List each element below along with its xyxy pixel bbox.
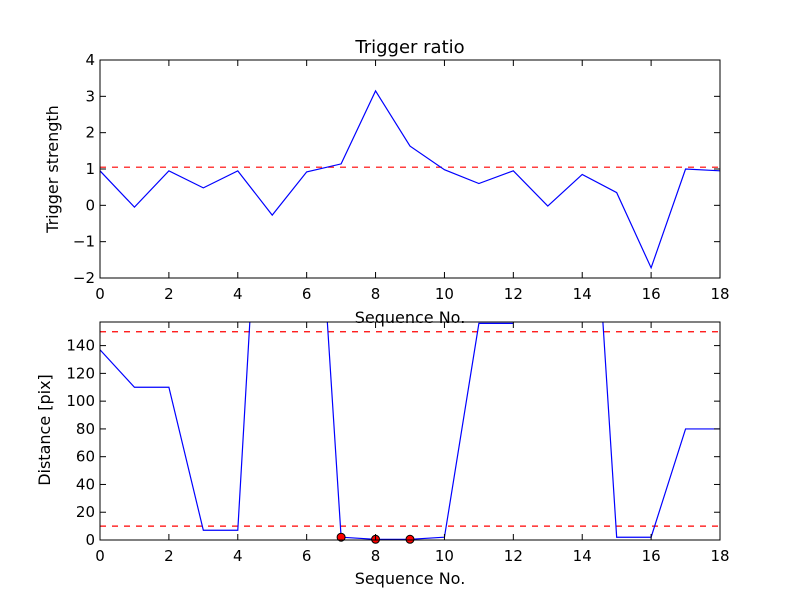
x-tick-label: 10: [435, 285, 454, 303]
x-axis-label-top: Sequence No.: [355, 308, 466, 327]
y-tick-label: 0: [85, 531, 95, 549]
y-tick-label: −2: [73, 269, 95, 287]
y-tick-label: 4: [85, 51, 95, 69]
x-tick-label: 4: [233, 547, 243, 565]
chart-title: Trigger ratio: [354, 37, 464, 58]
y-tick-label: 3: [85, 87, 95, 105]
x-tick-label: 0: [95, 547, 105, 565]
x-tick-label: 14: [573, 285, 592, 303]
x-tick-label: 2: [164, 547, 174, 565]
x-tick-label: 18: [710, 547, 729, 565]
axes-frame: [99, 321, 721, 541]
x-tick-label: 8: [371, 547, 381, 565]
y-tick-label: 60: [76, 448, 95, 466]
y-tick-label: 2: [85, 124, 95, 142]
y-tick-label: −1: [73, 233, 95, 251]
y-tick-label: 100: [66, 392, 95, 410]
series-line-segment: [100, 89, 720, 270]
x-axis-label-bottom: Sequence No.: [355, 569, 466, 588]
data-point-marker: [405, 534, 415, 544]
x-tick-label: 2: [164, 285, 174, 303]
x-tick-label: 14: [573, 547, 592, 565]
y-tick-label: 40: [76, 475, 95, 493]
x-tick-label: 6: [302, 547, 312, 565]
x-tick-label: 0: [95, 285, 105, 303]
y-tick-label: 140: [66, 337, 95, 355]
y-axis-label-bottom: Distance [pix]: [35, 374, 54, 486]
data-point-marker: [336, 532, 346, 542]
y-tick-label: 80: [76, 420, 95, 438]
x-tick-label: 8: [371, 285, 381, 303]
x-tick-label: 4: [233, 285, 243, 303]
y-axis-label-top: Trigger strength: [43, 105, 62, 234]
y-tick-label: 20: [76, 503, 95, 521]
distance-subplot: Sequence No. Distance [pix] 0 2 4 6 8 10 12 14 1…: [35, 321, 730, 588]
y-tick-label: 120: [66, 364, 95, 382]
y-tick-label: 1: [85, 160, 95, 178]
x-tick-label: 10: [435, 547, 454, 565]
x-tick-label: 18: [710, 285, 729, 303]
x-tick-label: 16: [642, 285, 661, 303]
y-tick-label: 0: [85, 196, 95, 214]
trigger-ratio-subplot: Trigger ratio Sequence No. Trigger stren…: [43, 37, 730, 327]
x-tick-label: 16: [642, 547, 661, 565]
x-tick-label: 12: [504, 547, 523, 565]
series-line-segment: [100, 322, 251, 531]
x-tick-label: 6: [302, 285, 312, 303]
x-tick-label: 12: [504, 285, 523, 303]
